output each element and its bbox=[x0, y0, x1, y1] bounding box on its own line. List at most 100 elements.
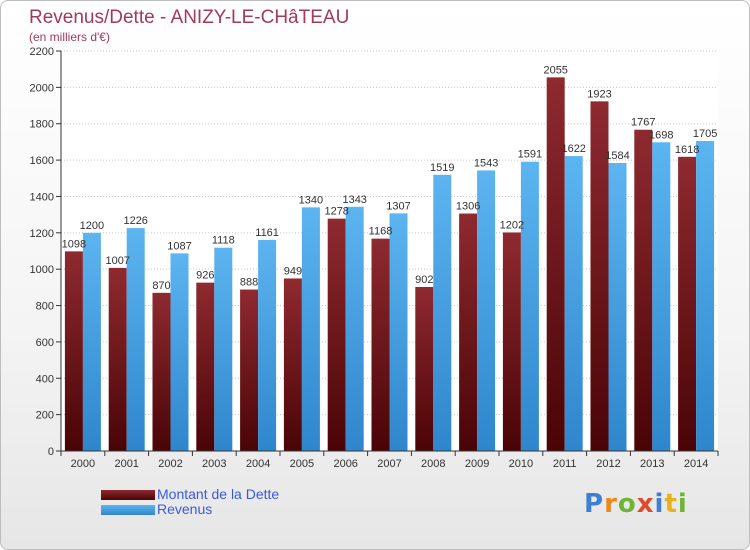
y-tick-label: 400 bbox=[36, 373, 54, 385]
logo-letter: r bbox=[604, 489, 618, 519]
bar-label-dette: 1278 bbox=[324, 206, 348, 218]
y-tick-label: 800 bbox=[36, 301, 54, 313]
bar-dette bbox=[108, 267, 127, 451]
x-tick-label: 2014 bbox=[684, 458, 708, 470]
y-tick-label: 200 bbox=[36, 410, 54, 422]
bar-dette bbox=[459, 213, 478, 451]
bar-dette bbox=[283, 278, 302, 451]
bar-label-revenus: 1087 bbox=[167, 240, 191, 252]
bar-revenus bbox=[345, 206, 364, 451]
x-tick-label: 2001 bbox=[114, 458, 138, 470]
bar-label-dette: 1306 bbox=[456, 201, 480, 213]
bar-label-dette: 2055 bbox=[543, 64, 567, 76]
bar-dette bbox=[152, 292, 171, 451]
x-axis: 2000 2001 2002 2003 2004 2005 2006 2007 2008 2009… bbox=[60, 450, 719, 470]
y-tick-label: 1600 bbox=[30, 155, 54, 167]
bar-label-revenus: 1591 bbox=[518, 149, 542, 161]
y-tick-label: 1200 bbox=[30, 228, 54, 240]
logo-letter: t bbox=[664, 489, 678, 519]
bar-label-revenus: 1705 bbox=[693, 128, 717, 140]
bar-revenus bbox=[389, 213, 408, 451]
bar-label-revenus: 1161 bbox=[255, 227, 279, 239]
bar-label-revenus: 1226 bbox=[123, 215, 147, 227]
legend-swatch-revenus bbox=[101, 505, 155, 515]
chart-subtitle: (en milliers d'€) bbox=[29, 30, 110, 44]
bar-dette bbox=[415, 287, 434, 451]
bar-label-revenus: 1622 bbox=[561, 143, 585, 155]
bar-dette bbox=[502, 232, 521, 451]
bar-revenus bbox=[82, 232, 101, 451]
bar-label-dette: 1168 bbox=[369, 226, 393, 238]
bar-label-revenus: 1519 bbox=[430, 162, 454, 174]
bar-label-dette: 1767 bbox=[631, 117, 655, 129]
bar-revenus bbox=[652, 142, 671, 452]
bar-label-dette: 1098 bbox=[62, 238, 86, 250]
bar-revenus bbox=[520, 161, 539, 451]
y-tick-label: 2000 bbox=[30, 82, 54, 94]
y-tick-label: 0 bbox=[48, 446, 54, 458]
x-tick-label: 2013 bbox=[640, 458, 664, 470]
bar-revenus bbox=[564, 156, 583, 451]
y-tick-label: 1000 bbox=[30, 264, 54, 276]
logo-letter: o bbox=[617, 489, 637, 519]
bars bbox=[64, 77, 715, 452]
bar-revenus bbox=[433, 174, 452, 451]
bar-label-revenus: 1543 bbox=[474, 157, 498, 169]
bar-revenus bbox=[608, 163, 627, 451]
y-tick-label: 2200 bbox=[30, 46, 54, 58]
x-tick-label: 2010 bbox=[509, 458, 533, 470]
logo-letter: i bbox=[654, 489, 665, 519]
x-tick-label: 2003 bbox=[202, 458, 226, 470]
bar-label-revenus: 1118 bbox=[212, 235, 235, 247]
bar-dette bbox=[634, 129, 653, 451]
y-tick-label: 1400 bbox=[30, 191, 54, 203]
bar-label-dette: 888 bbox=[240, 277, 258, 289]
bar-label-dette: 1923 bbox=[587, 88, 611, 100]
bar-label-dette: 949 bbox=[284, 265, 302, 277]
x-tick-label: 2007 bbox=[377, 458, 401, 470]
bar-revenus bbox=[126, 228, 145, 451]
x-tick-label: 2002 bbox=[158, 458, 182, 470]
x-tick-label: 2012 bbox=[596, 458, 620, 470]
bar-revenus bbox=[301, 207, 320, 451]
bar-dette bbox=[371, 238, 390, 451]
bar-revenus bbox=[696, 141, 715, 451]
bar-revenus bbox=[170, 253, 189, 451]
bar-revenus bbox=[477, 170, 496, 452]
chart-title: Revenus/Dette - ANIZY-LE-CHâTEAU bbox=[29, 7, 350, 28]
x-tick-label: 2008 bbox=[421, 458, 445, 470]
x-tick-label: 2005 bbox=[290, 458, 314, 470]
y-tick-label: 600 bbox=[36, 337, 54, 349]
bar-revenus bbox=[214, 247, 233, 451]
bar-dette bbox=[327, 218, 346, 451]
bar-dette bbox=[678, 156, 697, 451]
logo-letter: P bbox=[584, 489, 605, 519]
bar-dette bbox=[240, 289, 259, 451]
x-tick-label: 2004 bbox=[246, 458, 270, 470]
bar-label-revenus: 1200 bbox=[80, 220, 104, 232]
x-tick-label: 2000 bbox=[71, 458, 95, 470]
bar-label-dette: 926 bbox=[196, 270, 214, 282]
bar-dette bbox=[64, 251, 83, 451]
bar-dette bbox=[196, 282, 215, 451]
bar-label-dette: 1618 bbox=[675, 144, 699, 156]
bar-label-dette: 902 bbox=[415, 274, 433, 286]
bar-labels: 1098 1200 1007 1226 870 1087 926 1118 888 1161 949… bbox=[62, 64, 718, 291]
x-tick-label: 2009 bbox=[465, 458, 489, 470]
x-tick-label: 2006 bbox=[333, 458, 357, 470]
legend-label-revenus: Revenus bbox=[157, 501, 213, 517]
bar-label-revenus: 1343 bbox=[342, 194, 366, 206]
bar-label-revenus: 1307 bbox=[386, 200, 410, 212]
y-axis: 0 200 400 600 800 1000 1200 1400 1600 1800 2000 220… bbox=[30, 46, 62, 458]
bar-label-revenus: 1584 bbox=[605, 150, 629, 162]
bar-label-dette: 870 bbox=[152, 280, 170, 292]
legend-label-dette: Montant de la Dette bbox=[157, 486, 280, 502]
bar-label-dette: 1007 bbox=[105, 255, 129, 267]
x-tick-label: 2011 bbox=[553, 458, 577, 470]
bar-revenus bbox=[258, 239, 277, 451]
bar-label-dette: 1202 bbox=[500, 219, 524, 231]
bar-chart: 1098 1200 1007 1226 870 1087 926 1118 888 1161 949… bbox=[30, 46, 719, 470]
logo-letter: i bbox=[677, 489, 688, 519]
bar-label-revenus: 1340 bbox=[299, 194, 323, 206]
